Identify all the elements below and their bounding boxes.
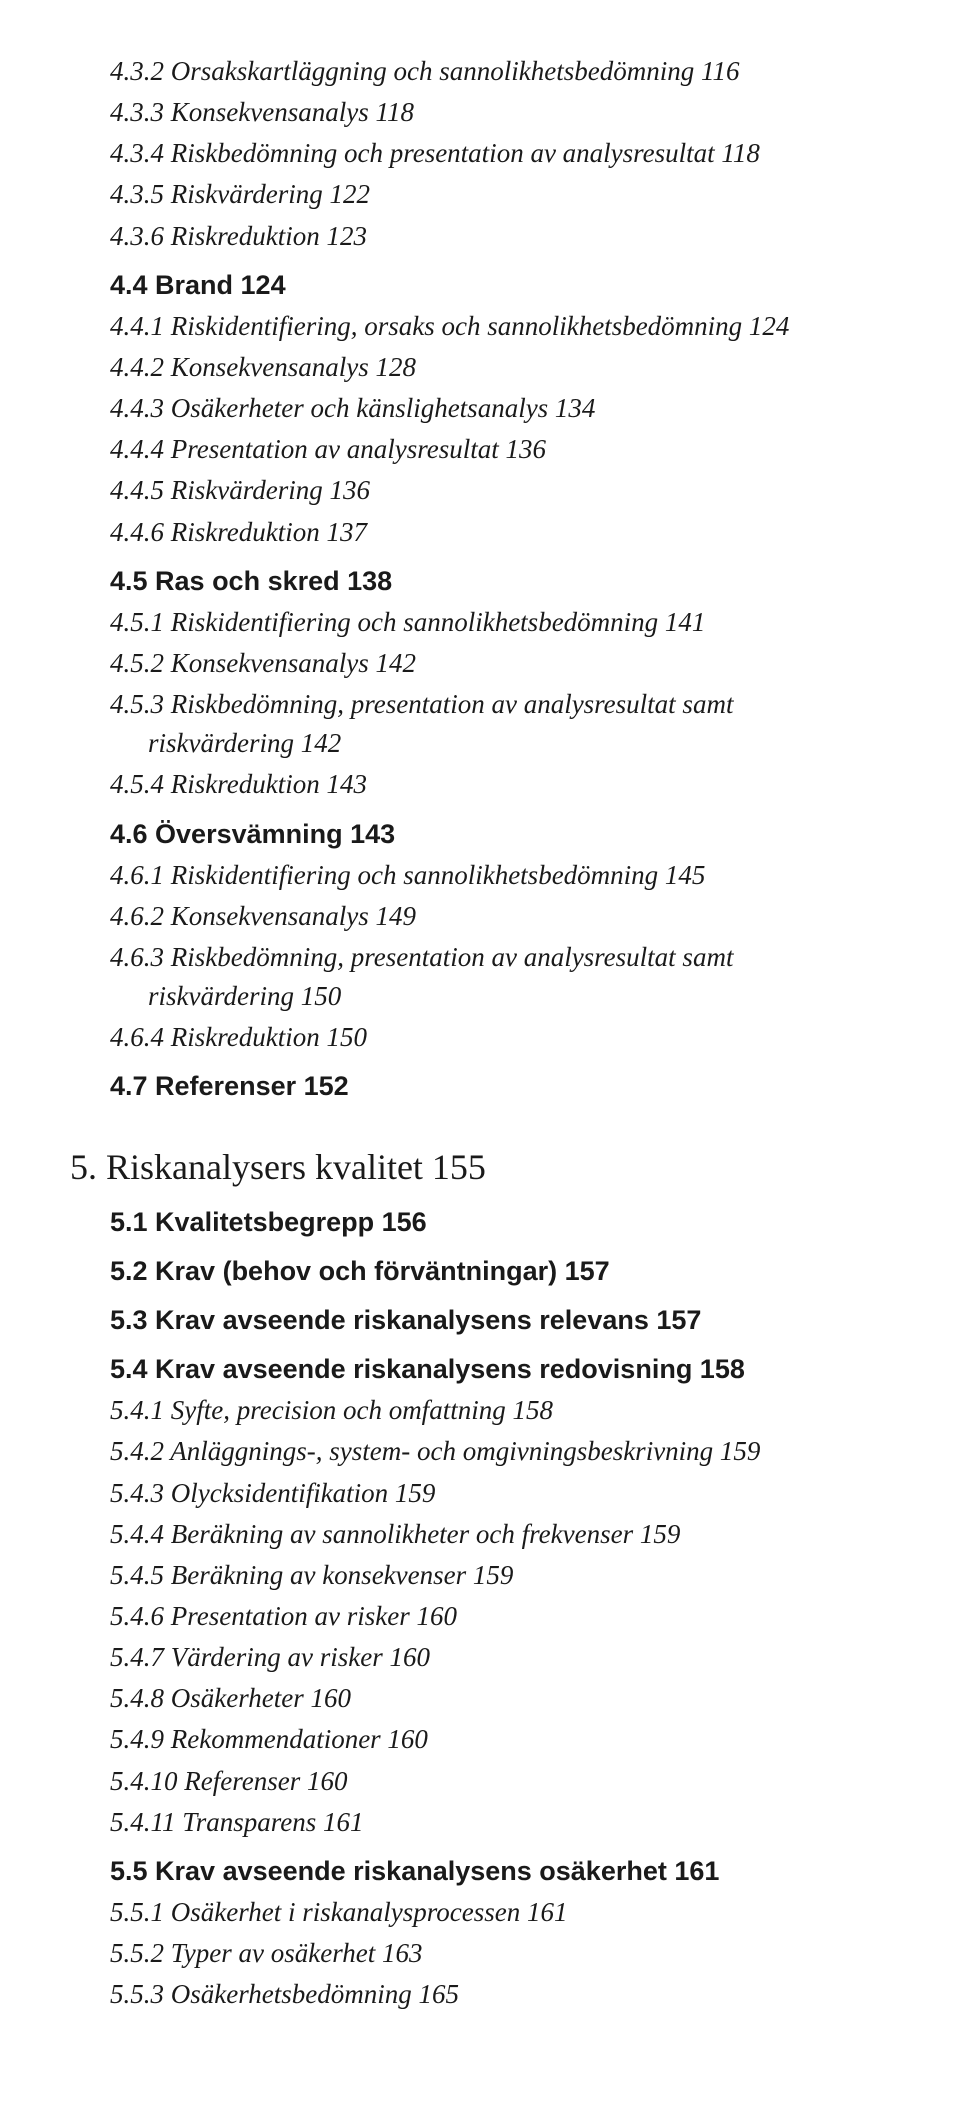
toc-subsection: 5.5.1 Osäkerhet i riskanalysprocessen 16…	[70, 1893, 870, 1932]
toc-section: 4.5 Ras och skred 138	[70, 562, 870, 601]
toc-section: 5.2 Krav (behov och förväntningar) 157	[70, 1252, 870, 1291]
toc-subsection: 4.5.1 Riskidentifiering och sannolikhets…	[70, 603, 870, 642]
toc-section: 4.4 Brand 124	[70, 266, 870, 305]
toc-subsection: 4.4.2 Konsekvensanalys 128	[70, 348, 870, 387]
toc-subsection: 5.4.10 Referenser 160	[70, 1762, 870, 1801]
toc-section: 5.1 Kvalitetsbegrepp 156	[70, 1203, 870, 1242]
toc-page: 4.3.2 Orsakskartläggning och sannolikhet…	[0, 0, 960, 2106]
toc-subsection: 5.4.1 Syfte, precision och omfattning 15…	[70, 1391, 870, 1430]
toc-subsection: 4.6.4 Riskreduktion 150	[70, 1018, 870, 1057]
toc-subsection: 4.4.3 Osäkerheter och känslighetsanalys …	[70, 389, 870, 428]
toc-subsection: 4.6.1 Riskidentifiering och sannolikhets…	[70, 856, 870, 895]
toc-subsection: 5.4.2 Anläggnings-, system- och omgivnin…	[70, 1432, 870, 1471]
toc-subsection: 4.4.4 Presentation av analysresultat 136	[70, 430, 870, 469]
toc-subsection: 5.4.11 Transparens 161	[70, 1803, 870, 1842]
toc-subsection: 4.3.2 Orsakskartläggning och sannolikhet…	[70, 52, 870, 91]
toc-subsection: 5.4.3 Olycksidentifikation 159	[70, 1474, 870, 1513]
toc-subsection: 4.3.5 Riskvärdering 122	[70, 175, 870, 214]
toc-subsection: 5.4.6 Presentation av risker 160	[70, 1597, 870, 1636]
toc-section: 4.6 Översvämning 143	[70, 815, 870, 854]
toc-section: 5.3 Krav avseende riskanalysens relevans…	[70, 1301, 870, 1340]
toc-subsection: 4.5.2 Konsekvensanalys 142	[70, 644, 870, 683]
toc-subsection: 5.4.7 Värdering av risker 160	[70, 1638, 870, 1677]
toc-subsection: 5.5.3 Osäkerhetsbedömning 165	[70, 1975, 870, 2014]
toc-subsection: 4.3.3 Konsekvensanalys 118	[70, 93, 870, 132]
toc-subsection: 5.4.5 Beräkning av konsekvenser 159	[70, 1556, 870, 1595]
toc-subsection: 5.4.4 Beräkning av sannolikheter och fre…	[70, 1515, 870, 1554]
toc-subsection: 4.6.2 Konsekvensanalys 149	[70, 897, 870, 936]
toc-subsection: 4.5.4 Riskreduktion 143	[70, 765, 870, 804]
toc-subsection: 4.3.4 Riskbedömning och presentation av …	[70, 134, 870, 173]
toc-subsection: 4.4.5 Riskvärdering 136	[70, 471, 870, 510]
toc-section: 5.5 Krav avseende riskanalysens osäkerhe…	[70, 1852, 870, 1891]
toc-subsection: 4.6.3 Riskbedömning, presentation av ana…	[70, 938, 870, 1016]
toc-chapter: 5. Riskanalysers kvalitet 155	[70, 1141, 870, 1193]
toc-subsection: 4.4.1 Riskidentifiering, orsaks och sann…	[70, 307, 870, 346]
toc-section: 4.7 Referenser 152	[70, 1067, 870, 1106]
toc-subsection: 5.5.2 Typer av osäkerhet 163	[70, 1934, 870, 1973]
toc-subsection: 4.3.6 Riskreduktion 123	[70, 217, 870, 256]
toc-subsection: 4.5.3 Riskbedömning, presentation av ana…	[70, 685, 870, 763]
toc-subsection: 5.4.9 Rekommendationer 160	[70, 1720, 870, 1759]
toc-subsection: 5.4.8 Osäkerheter 160	[70, 1679, 870, 1718]
toc-subsection: 4.4.6 Riskreduktion 137	[70, 513, 870, 552]
toc-section: 5.4 Krav avseende riskanalysens redovisn…	[70, 1350, 870, 1389]
